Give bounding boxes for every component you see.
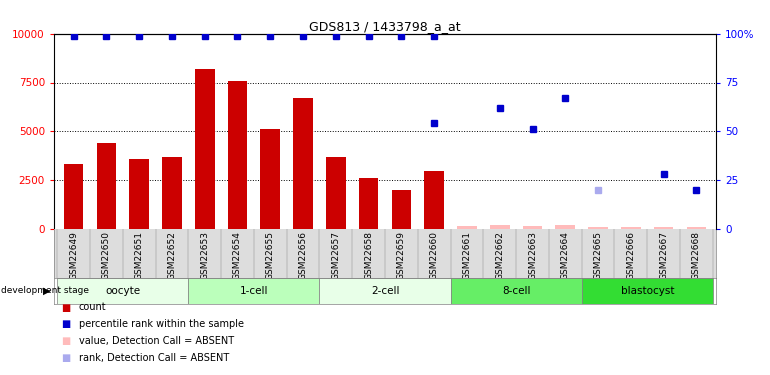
Text: GSM22649: GSM22649 — [69, 231, 78, 280]
Text: GSM22657: GSM22657 — [331, 231, 340, 280]
Text: GSM22653: GSM22653 — [200, 231, 209, 280]
Bar — [293, 98, 313, 229]
Text: GSM22658: GSM22658 — [364, 231, 373, 280]
Bar — [64, 164, 83, 229]
Text: GSM22667: GSM22667 — [659, 231, 668, 280]
Bar — [450, 278, 581, 304]
Text: GSM22660: GSM22660 — [430, 231, 439, 280]
Text: oocyte: oocyte — [105, 286, 140, 296]
Text: 8-cell: 8-cell — [502, 286, 531, 296]
Bar — [581, 278, 713, 304]
Title: GDS813 / 1433798_a_at: GDS813 / 1433798_a_at — [310, 20, 460, 33]
Text: blastocyst: blastocyst — [621, 286, 674, 296]
Text: ■: ■ — [62, 320, 71, 329]
Text: GSM22665: GSM22665 — [594, 231, 603, 280]
Bar — [392, 190, 411, 229]
Text: ■: ■ — [62, 303, 71, 312]
Text: ■: ■ — [62, 353, 71, 363]
Text: percentile rank within the sample: percentile rank within the sample — [79, 320, 243, 329]
Text: GSM22663: GSM22663 — [528, 231, 537, 280]
Text: GSM22662: GSM22662 — [495, 231, 504, 280]
Bar — [228, 81, 247, 229]
Text: GSM22655: GSM22655 — [266, 231, 275, 280]
Text: ▶: ▶ — [43, 286, 51, 296]
Bar — [195, 69, 215, 229]
Bar — [326, 157, 346, 229]
Text: GSM22651: GSM22651 — [135, 231, 144, 280]
Bar — [359, 178, 378, 229]
Bar — [260, 129, 280, 229]
Text: GSM22654: GSM22654 — [233, 231, 242, 280]
Bar — [162, 157, 182, 229]
Text: GSM22652: GSM22652 — [167, 231, 176, 280]
Text: 2-cell: 2-cell — [370, 286, 400, 296]
Bar — [654, 227, 674, 229]
Text: GSM22659: GSM22659 — [397, 231, 406, 280]
Bar — [96, 143, 116, 229]
Bar — [555, 225, 575, 229]
Bar — [621, 227, 641, 229]
Text: rank, Detection Call = ABSENT: rank, Detection Call = ABSENT — [79, 353, 229, 363]
Bar — [424, 171, 444, 229]
Bar — [189, 278, 320, 304]
Bar — [687, 227, 706, 229]
Text: 1-cell: 1-cell — [239, 286, 268, 296]
Bar — [57, 278, 189, 304]
Bar — [523, 226, 542, 229]
Text: GSM22650: GSM22650 — [102, 231, 111, 280]
Text: GSM22668: GSM22668 — [692, 231, 701, 280]
Bar — [457, 226, 477, 229]
Text: ■: ■ — [62, 336, 71, 346]
Text: GSM22656: GSM22656 — [299, 231, 307, 280]
Text: GSM22666: GSM22666 — [626, 231, 635, 280]
Text: GSM22664: GSM22664 — [561, 231, 570, 280]
Text: value, Detection Call = ABSENT: value, Detection Call = ABSENT — [79, 336, 233, 346]
Bar — [490, 225, 510, 229]
Text: count: count — [79, 303, 106, 312]
Bar — [129, 159, 149, 229]
Text: GSM22661: GSM22661 — [463, 231, 471, 280]
Bar — [588, 227, 608, 229]
Bar — [320, 278, 450, 304]
Text: development stage: development stage — [1, 286, 89, 295]
